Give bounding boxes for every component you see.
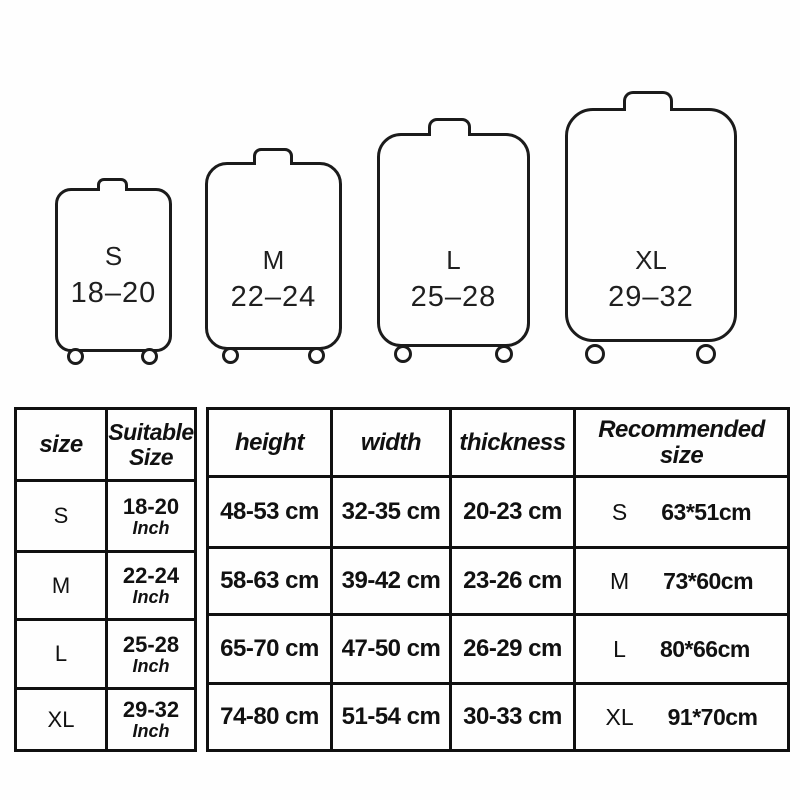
recommended-cell: S 63*51cm bbox=[576, 478, 787, 546]
suitable-unit: Inch bbox=[132, 721, 170, 741]
suitable-range: 29-32 bbox=[122, 697, 180, 722]
suitcase-handle-icon bbox=[428, 118, 471, 136]
recommended-cell: L 80*66cm bbox=[576, 616, 787, 682]
suitcase-size-letter: S bbox=[104, 241, 123, 271]
thickness-cell: 20-23 cm bbox=[452, 478, 573, 546]
recommended-size-letter: S bbox=[611, 498, 628, 525]
recommended-size-dimensions: 91*70cm bbox=[667, 703, 758, 730]
width-cell: 32-35 cm bbox=[333, 478, 449, 546]
dim-table-header-thickness: thickness bbox=[452, 410, 573, 475]
thickness-cell: 26-29 cm bbox=[452, 616, 573, 682]
suitcase-handle-icon bbox=[97, 178, 128, 191]
height-cell: 58-63 cm bbox=[209, 549, 330, 613]
dim-table-header-width: width bbox=[333, 410, 449, 475]
height-cell: 48-53 cm bbox=[209, 478, 330, 546]
suitable-unit: Inch bbox=[132, 655, 170, 676]
wheel-icon bbox=[495, 345, 513, 363]
recommended-cell: M 73*60cm bbox=[576, 549, 787, 613]
thickness-cell: 30-33 cm bbox=[452, 685, 573, 749]
wheel-icon bbox=[585, 344, 605, 364]
wheel-icon bbox=[141, 348, 158, 365]
size-table: size Suitable Size S 18-20 Inch M 22-24 … bbox=[14, 407, 197, 752]
wheel-icon bbox=[696, 344, 716, 364]
suitcase-l: L 25–28 bbox=[377, 118, 530, 363]
size-table-header-suitable: Suitable Size bbox=[108, 410, 194, 479]
suitcase-s: S 18–20 bbox=[55, 178, 172, 365]
wheel-icon bbox=[222, 347, 239, 364]
size-cell: S bbox=[17, 482, 105, 550]
suitable-cell: 22-24 Inch bbox=[108, 553, 194, 618]
suitcase-xl: XL 29–32 bbox=[565, 91, 737, 364]
recommended-size-letter: L bbox=[613, 635, 626, 662]
height-cell: 65-70 cm bbox=[209, 616, 330, 682]
recommended-size-dimensions: 63*51cm bbox=[661, 498, 752, 525]
wheel-icon bbox=[67, 348, 84, 365]
suitable-cell: 29-32 Inch bbox=[108, 690, 194, 749]
dim-table-header-height: height bbox=[209, 410, 330, 475]
size-cell: L bbox=[17, 621, 105, 687]
size-table-header-size: size bbox=[17, 410, 105, 479]
suitcase-size-letter: M bbox=[262, 245, 285, 275]
recommended-size-dimensions: 80*66cm bbox=[659, 635, 750, 662]
suitcase-handle-icon bbox=[253, 148, 293, 165]
suitcase-m-label: M 22–24 bbox=[208, 243, 339, 317]
suitable-cell: 25-28 Inch bbox=[108, 621, 194, 687]
height-cell: 74-80 cm bbox=[209, 685, 330, 749]
width-cell: 39-42 cm bbox=[333, 549, 449, 613]
suitable-range: 22-24 bbox=[122, 563, 180, 588]
suitable-range: 18-20 bbox=[122, 493, 180, 519]
wheel-icon bbox=[394, 345, 412, 363]
suitcase-size-range: 22–24 bbox=[230, 281, 317, 313]
suitcase-s-label: S 18–20 bbox=[58, 239, 169, 313]
size-cell: M bbox=[17, 553, 105, 618]
suitcase-size-range: 29–32 bbox=[608, 281, 694, 313]
suitcase-handle-icon bbox=[623, 91, 673, 111]
width-cell: 51-54 cm bbox=[333, 685, 449, 749]
suitable-unit: Inch bbox=[132, 587, 170, 607]
size-cell: XL bbox=[17, 690, 105, 749]
recommended-size-dimensions: 73*60cm bbox=[663, 567, 754, 594]
wheel-icon bbox=[308, 347, 325, 364]
suitable-range: 25-28 bbox=[122, 631, 180, 657]
recommended-cell: XL 91*70cm bbox=[576, 685, 787, 749]
dim-table-header-recommended: Recommended size bbox=[576, 410, 787, 475]
width-cell: 47-50 cm bbox=[333, 616, 449, 682]
suitcase-size-range: 18–20 bbox=[70, 277, 157, 309]
suitable-cell: 18-20 Inch bbox=[108, 482, 194, 550]
suitcase-l-label: L 25–28 bbox=[380, 243, 527, 317]
suitcase-m: M 22–24 bbox=[205, 148, 342, 364]
thickness-cell: 23-26 cm bbox=[452, 549, 573, 613]
suitcase-xl-label: XL 29–32 bbox=[568, 243, 734, 317]
suitcase-size-letter: XL bbox=[635, 245, 667, 275]
recommended-size-letter: M bbox=[609, 567, 630, 594]
recommended-size-letter: XL bbox=[605, 703, 634, 730]
dimension-table: height width thickness Recommended size … bbox=[206, 407, 790, 752]
suitcase-size-range: 25–28 bbox=[410, 281, 497, 313]
suitable-unit: Inch bbox=[132, 517, 170, 538]
suitcase-size-letter: L bbox=[446, 245, 461, 275]
